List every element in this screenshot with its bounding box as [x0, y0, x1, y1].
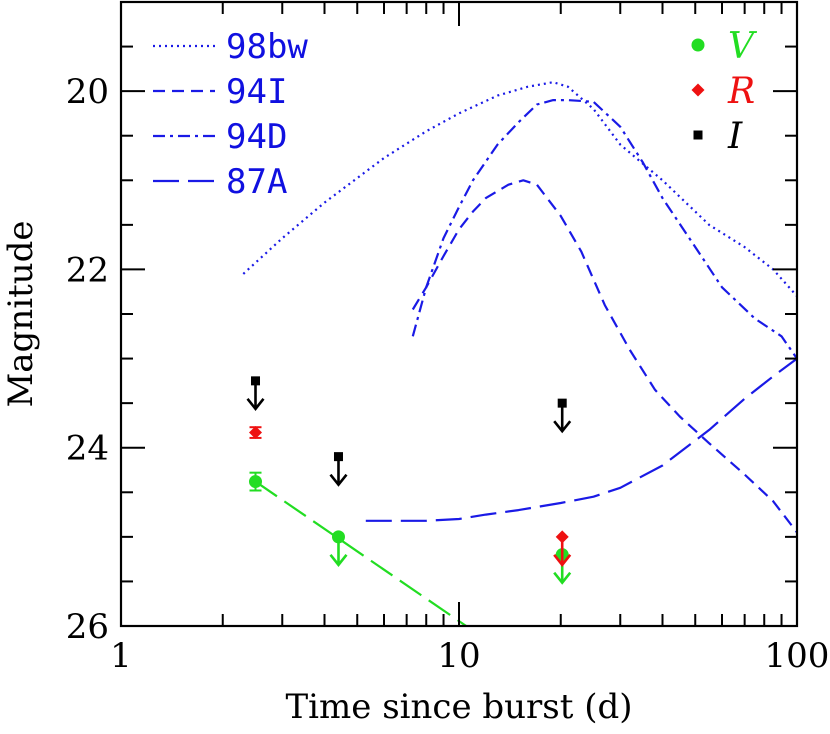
- point-R-0: [249, 426, 263, 440]
- legend-label-94D: 94D: [226, 117, 287, 157]
- upper-limit-arrow-head: [553, 554, 572, 567]
- legend-band-V: V: [728, 26, 758, 67]
- point-R-1: [553, 530, 572, 567]
- legend: 98bw 94I 94D 87A VRI: [153, 26, 758, 202]
- point-V-1: [329, 530, 348, 567]
- tick-labels: 1 10 100 20 22 24 26: [66, 72, 830, 676]
- marker-I: [251, 376, 261, 386]
- upper-limit-V: [329, 540, 348, 567]
- upper-limit-arrow-head: [329, 554, 348, 567]
- upper-limit-arrow-head: [329, 473, 348, 487]
- plot-frame: [119, 0, 799, 628]
- observation-points: [246, 376, 572, 585]
- legend-marker-R: [691, 83, 705, 97]
- legend-label-94I: 94I: [226, 72, 287, 112]
- template-curve-98bw: [242, 81, 798, 297]
- template-curve-94D: [411, 98, 798, 360]
- y-tick-label: 20: [66, 72, 109, 112]
- template-curves: [242, 81, 798, 534]
- marker-R: [555, 530, 569, 544]
- upper-limit-I: [246, 384, 265, 411]
- marker-V: [331, 530, 345, 544]
- point-V-0: [249, 471, 263, 492]
- template-curve-94I: [411, 179, 798, 534]
- point-I-1: [329, 452, 348, 487]
- fit-line-layer: [254, 480, 467, 627]
- x-tick-label: 10: [437, 636, 480, 676]
- x-tick-label: 1: [110, 636, 132, 676]
- marker-R: [249, 426, 263, 440]
- y-tick-label: 26: [66, 607, 109, 647]
- legend-marker-V: [691, 38, 705, 52]
- legend-band-I: I: [727, 116, 743, 157]
- upper-limit-I: [553, 407, 572, 434]
- upper-limit-arrow-head: [246, 398, 265, 411]
- marker-I: [557, 398, 567, 408]
- x-tick-label: 100: [765, 636, 830, 676]
- upper-limit-R: [553, 540, 572, 567]
- legend-band-R: R: [727, 71, 755, 112]
- y-tick-label: 22: [66, 250, 109, 290]
- y-tick-label: 24: [66, 429, 109, 469]
- upper-limit-arrow-head: [553, 420, 572, 434]
- x-axis-label: Time since burst (d): [285, 687, 632, 727]
- legend-label-98bw: 98bw: [226, 27, 308, 67]
- marker-I: [333, 452, 343, 462]
- point-I-0: [246, 376, 265, 411]
- plot-border: [119, 0, 799, 628]
- fit-line-v-band: [254, 480, 467, 627]
- legend-marker-I: [693, 130, 703, 140]
- point-I-2: [553, 398, 572, 434]
- marker-V: [249, 475, 263, 489]
- upper-limit-I: [329, 460, 348, 487]
- template-curve-87A: [365, 357, 798, 522]
- y-axis-label: Magnitude: [1, 220, 41, 407]
- legend-label-87A: 87A: [226, 162, 287, 202]
- upper-limit-arrow-head: [553, 571, 572, 585]
